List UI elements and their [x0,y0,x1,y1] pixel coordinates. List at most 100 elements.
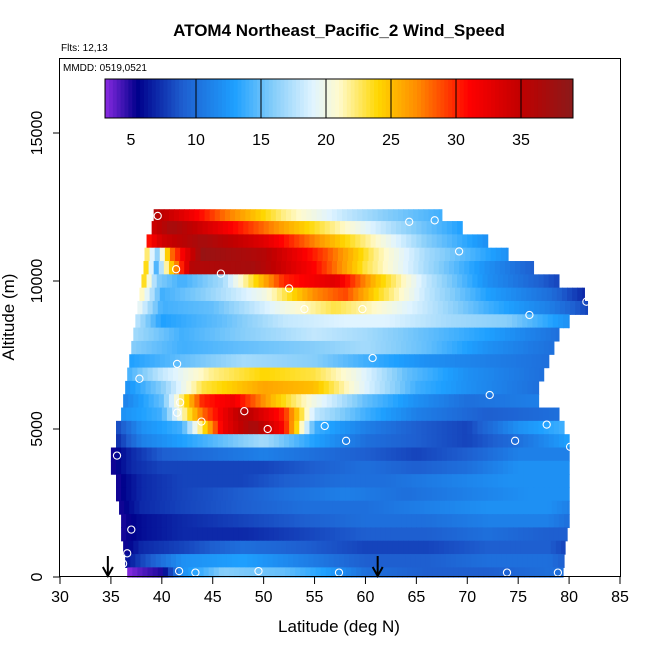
heatmap-cell [355,514,361,529]
heatmap-cell [375,340,382,355]
heatmap-cell [452,221,458,235]
heatmap-cell [264,567,271,578]
heatmap-cell [421,447,428,462]
heatmap-cell [233,434,239,449]
heatmap-cell [233,527,239,542]
heatmap-cell [418,327,425,342]
heatmap-cell [350,434,356,449]
heatmap-cell [484,261,491,275]
heatmap-cell [406,234,412,249]
heatmap-cell [204,327,211,342]
heatmap-cell [243,447,249,462]
heatmap-cell [509,367,515,382]
heatmap-cell [146,420,153,435]
heatmap-cell [183,300,189,315]
heatmap-cell [194,327,201,342]
heatmap-cell [492,514,499,529]
heatmap-cell [366,300,373,315]
heatmap-cell [218,567,225,578]
heatmap-cell [299,474,305,489]
heatmap-cell [477,487,484,502]
colorbar-tick-label: 10 [187,132,205,149]
heatmap-cell [322,247,329,262]
heatmap-cell [268,221,275,235]
heatmap-cell [161,434,168,449]
heatmap-cell [249,300,256,315]
heatmap-cell [372,394,379,409]
heatmap-cell [150,380,157,395]
heatmap-cell [309,514,316,529]
heatmap-cell [455,354,461,369]
heatmap-cell [388,354,395,369]
heatmap-cell [241,500,247,515]
heatmap-cell [324,474,331,489]
heatmap-cell [423,327,430,342]
heatmap-cell [457,340,463,355]
heatmap-cell [562,314,569,329]
heatmap-cell [303,314,310,329]
heatmap-cell [121,434,127,449]
heatmap-cell [152,567,159,578]
heatmap-cell [371,567,378,578]
heatmap-cell [430,554,437,568]
x-tick-label: 85 [611,589,629,606]
heatmap-cell [167,300,174,315]
heatmap-cell [274,300,281,315]
heatmap-cell [497,340,504,355]
heatmap-cell [511,354,517,369]
heatmap-cell [521,354,527,369]
heatmap-cell [233,487,239,502]
heatmap-cell [400,380,406,395]
heatmap-cell [230,261,236,275]
heatmap-cell [486,380,493,395]
heatmap-cell [247,554,254,568]
heatmap-cell [442,567,449,578]
observation-markers [112,211,591,577]
heatmap-cell [548,487,555,502]
heatmap-cell [238,474,244,489]
heatmap-cell [436,234,443,249]
heatmap-cell [427,367,434,382]
heatmap-cell [263,340,270,355]
heatmap-cell [199,394,206,409]
heatmap-cell [184,394,190,409]
heatmap-cell [204,209,211,224]
heatmap-cell [282,380,289,395]
heatmap-cell [337,247,344,262]
colorbar-swatch [440,79,445,118]
heatmap-cell [471,380,478,395]
heatmap-cell [313,380,320,395]
heatmap-cell [230,540,236,555]
heatmap-cell [147,367,154,382]
heatmap-cell [184,327,190,342]
heatmap-cell [477,434,484,449]
heatmap-cell [396,514,402,529]
heatmap-cell [519,367,525,382]
heatmap-cell [273,447,280,462]
heatmap-cell [370,447,377,462]
heatmap-cell [248,340,255,355]
heatmap-cell [538,407,545,422]
heatmap-cell [466,554,472,568]
colorbar-swatch [214,79,219,118]
heatmap-cell [223,367,230,382]
heatmap-cell [177,234,183,249]
heatmap-cell [502,460,509,475]
heatmap-cell [258,514,265,529]
heatmap-cell [308,314,315,329]
heatmap-cell [436,527,443,542]
heatmap-cell [526,500,533,515]
heatmap-cell [197,527,204,542]
heatmap-cell [212,234,219,249]
heatmap-cell [436,274,443,289]
heatmap-cell [199,327,206,342]
heatmap-cell [396,487,402,502]
heatmap-cell [518,447,524,462]
heatmap-cell [413,540,419,555]
colorbar-tick-label: 15 [252,132,270,149]
heatmap-cell [314,474,321,489]
heatmap-cell [131,407,137,422]
heatmap-cell [277,314,284,329]
heatmap-cell [437,567,444,578]
heatmap-cell [334,274,341,289]
